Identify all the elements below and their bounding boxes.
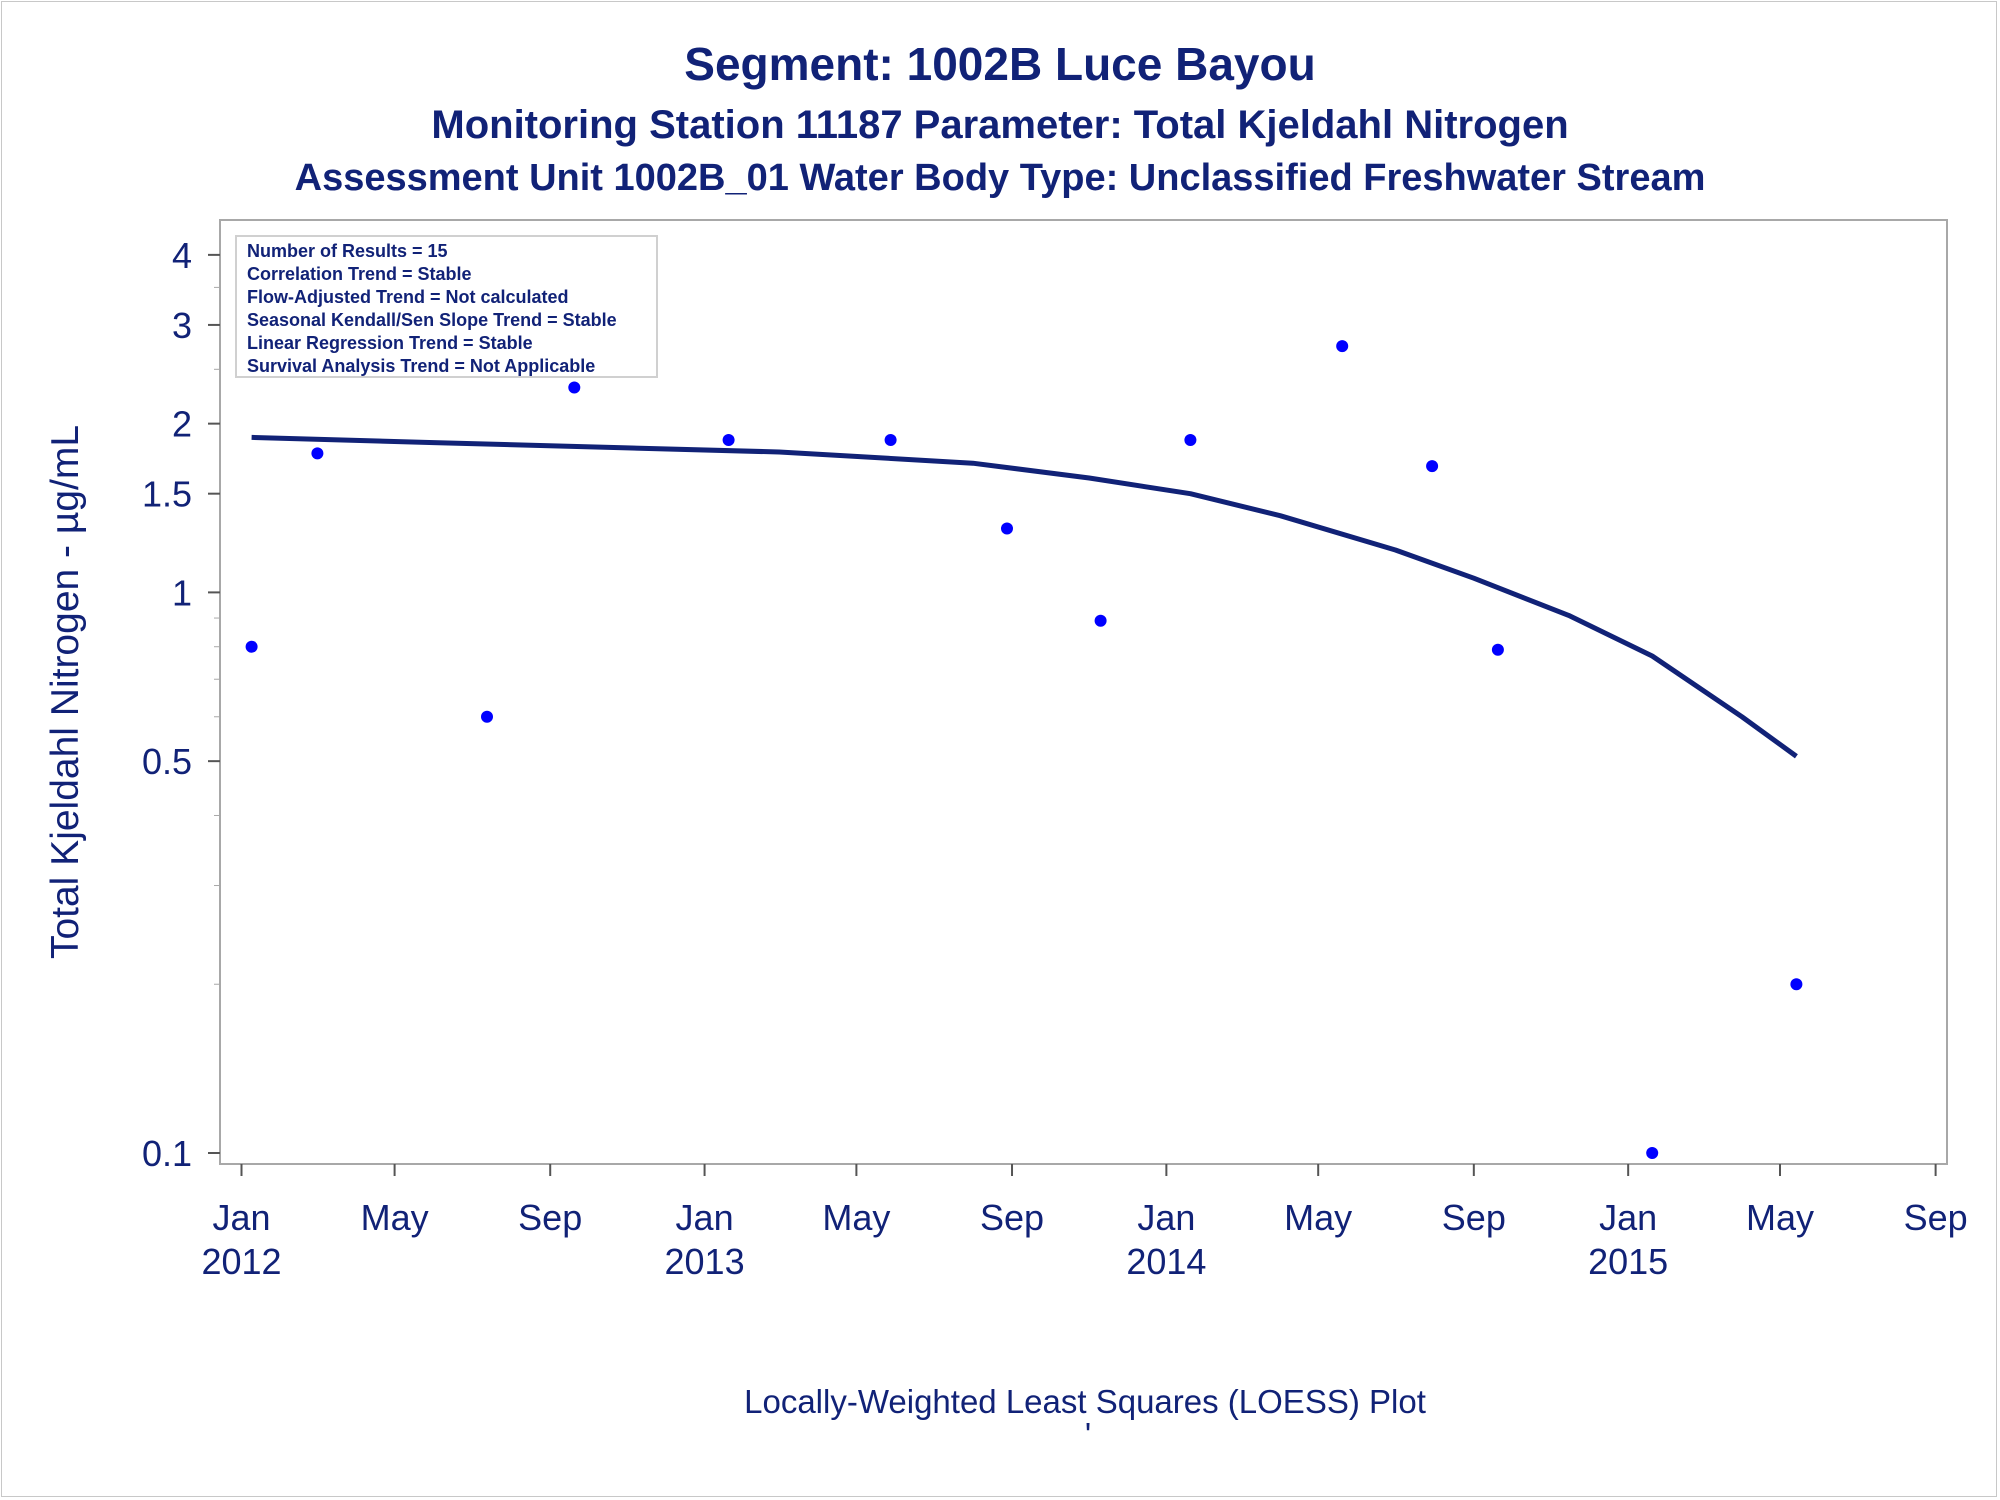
x-tick-label: Jan	[676, 1197, 734, 1238]
x-axis-footer-label: Locally-Weighted Least Squares (LOESS) P…	[744, 1383, 1426, 1420]
y-axis-label: Total Kjeldahl Nitrogen - µg/mL	[44, 425, 87, 959]
chart-subtitle-2: Assessment Unit 1002B_01 Water Body Type…	[295, 157, 1706, 199]
stats-line-seasonal-kendall: Seasonal Kendall/Sen Slope Trend = Stabl…	[247, 310, 617, 330]
loess-curve	[251, 434, 1798, 759]
stats-line-survival: Survival Analysis Trend = Not Applicable	[247, 356, 595, 376]
x-tick-label: May	[1284, 1197, 1352, 1238]
x-tick-label: May	[361, 1197, 429, 1238]
y-tick-label: 2	[172, 404, 192, 445]
loess-curve-layer	[251, 434, 1798, 759]
plot-area	[219, 219, 1948, 1165]
y-tick-label: 1.5	[142, 474, 192, 515]
data-point	[1426, 460, 1439, 473]
x-tick-label: Sep	[1904, 1197, 1968, 1238]
data-point	[884, 434, 897, 446]
x-tick-year-label: 2015	[1588, 1241, 1668, 1282]
x-tick-label: Sep	[980, 1197, 1044, 1238]
data-point	[1790, 978, 1803, 991]
x-tick-year-label: 2012	[201, 1241, 281, 1282]
data-point	[481, 710, 493, 723]
x-tick-label: Jan	[212, 1197, 270, 1238]
chart-title: Segment: 1002B Luce Bayou	[684, 38, 1315, 90]
data-point	[245, 640, 258, 653]
x-tick-year-label: 2014	[1126, 1241, 1206, 1282]
data-point	[1001, 522, 1013, 535]
y-tick-label: 3	[172, 305, 192, 346]
data-point	[1336, 340, 1349, 353]
stats-line-correlation: Correlation Trend = Stable	[247, 264, 472, 284]
data-point	[1646, 1147, 1659, 1159]
x-tick-label: May	[822, 1197, 890, 1238]
stats-line-results: Number of Results = 15	[247, 241, 448, 261]
y-tick-label: 0.5	[142, 741, 192, 782]
data-point	[568, 381, 581, 394]
x-tick-label: Sep	[518, 1197, 582, 1238]
chart-subtitle: Monitoring Station 11187 Parameter: Tota…	[431, 103, 1568, 147]
data-point	[1491, 643, 1504, 656]
data-point	[311, 447, 324, 460]
stats-box: Number of Results = 15 Correlation Trend…	[235, 235, 658, 378]
data-points-layer	[245, 242, 1803, 1159]
stats-box-border	[235, 235, 658, 378]
y-tick-label: 0.1	[142, 1133, 192, 1174]
x-tick-label: Jan	[1599, 1197, 1657, 1238]
stats-line-flow-adjusted: Flow-Adjusted Trend = Not calculated	[247, 287, 569, 307]
x-tick-label: Jan	[1137, 1197, 1195, 1238]
x-tick-label: Sep	[1442, 1197, 1506, 1238]
data-point	[1184, 434, 1197, 446]
y-axis: 4 3 2 1.5 1 0.5 0.1	[142, 235, 220, 1174]
footnote-mark: '	[1085, 1416, 1091, 1453]
x-tick-label: May	[1746, 1197, 1814, 1238]
stats-line-linear-regression: Linear Regression Trend = Stable	[247, 333, 533, 353]
x-tick-year-label: 2013	[665, 1241, 745, 1282]
y-tick-label: 4	[172, 235, 192, 276]
data-point	[722, 434, 735, 446]
y-tick-label: 1	[172, 572, 192, 613]
data-point	[1094, 614, 1107, 627]
